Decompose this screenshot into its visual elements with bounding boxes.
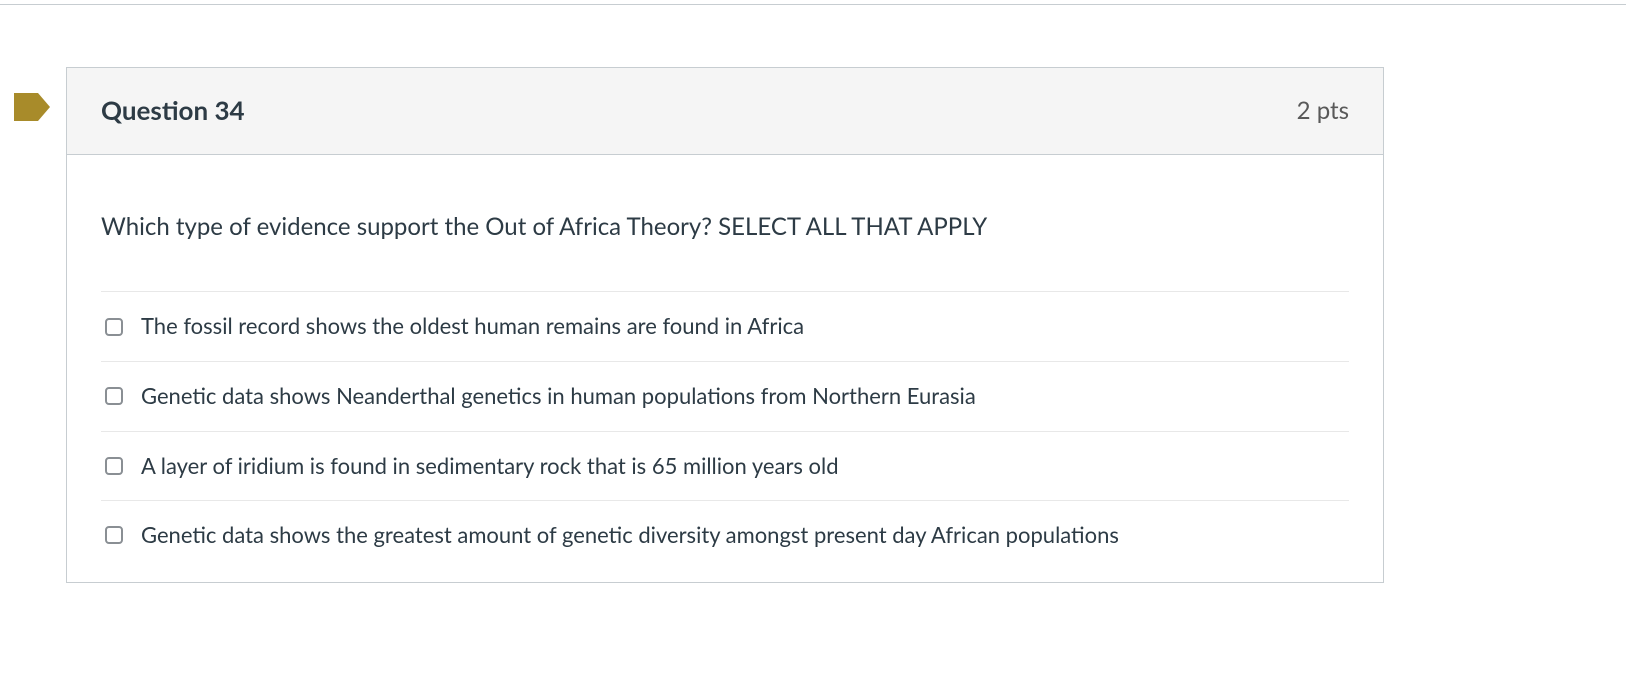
answer-row[interactable]: A layer of iridium is found in sedimenta…: [101, 432, 1349, 502]
answer-label[interactable]: Genetic data shows the greatest amount o…: [141, 521, 1119, 550]
answers-list: The fossil record shows the oldest human…: [101, 291, 1349, 559]
question-points: 2 pts: [1297, 96, 1349, 125]
question-text: Which type of evidence support the Out o…: [101, 211, 1349, 243]
question-header: Question 34 2 pts: [67, 68, 1383, 155]
answer-row[interactable]: The fossil record shows the oldest human…: [101, 292, 1349, 362]
question-body: Which type of evidence support the Out o…: [67, 155, 1383, 582]
page-wrap: Question 34 2 pts Which type of evidence…: [0, 5, 1626, 583]
answer-row[interactable]: Genetic data shows the greatest amount o…: [101, 501, 1349, 560]
question-marker-icon: [14, 93, 50, 121]
answer-checkbox[interactable]: [105, 387, 123, 405]
answer-row[interactable]: Genetic data shows Neanderthal genetics …: [101, 362, 1349, 432]
answer-checkbox[interactable]: [105, 457, 123, 475]
answer-label[interactable]: A layer of iridium is found in sedimenta…: [141, 452, 839, 481]
question-title: Question 34: [101, 94, 245, 126]
answer-label[interactable]: The fossil record shows the oldest human…: [141, 312, 804, 341]
question-card: Question 34 2 pts Which type of evidence…: [66, 67, 1384, 583]
answer-checkbox[interactable]: [105, 318, 123, 336]
answer-label[interactable]: Genetic data shows Neanderthal genetics …: [141, 382, 976, 411]
answer-checkbox[interactable]: [105, 526, 123, 544]
